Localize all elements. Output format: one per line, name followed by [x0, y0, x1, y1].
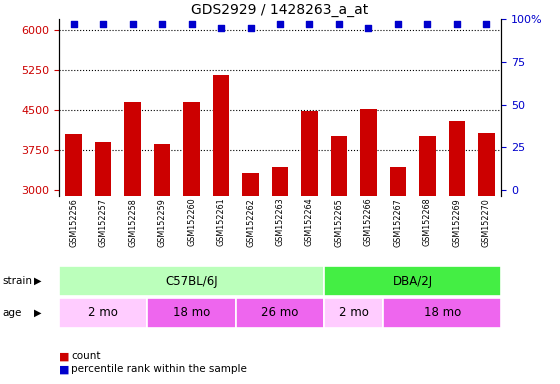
Bar	[59, 266, 324, 296]
Bar	[324, 298, 383, 328]
Text: GSM152270: GSM152270	[482, 198, 491, 247]
Text: percentile rank within the sample: percentile rank within the sample	[71, 364, 247, 374]
Point	[217, 25, 226, 31]
Point	[69, 21, 78, 27]
Bar	[449, 121, 465, 351]
Point	[128, 21, 137, 27]
Bar	[390, 167, 406, 351]
Text: DBA/2J: DBA/2J	[393, 275, 433, 288]
Point	[364, 25, 373, 31]
Bar	[478, 133, 494, 351]
Text: GSM152268: GSM152268	[423, 198, 432, 247]
Bar	[272, 167, 288, 351]
Text: GSM152261: GSM152261	[217, 198, 226, 247]
Bar	[383, 298, 501, 328]
Text: GSM152256: GSM152256	[69, 198, 78, 247]
Text: GSM152266: GSM152266	[364, 198, 373, 247]
Text: age: age	[3, 308, 22, 318]
Point	[99, 21, 108, 27]
Text: ▶: ▶	[34, 308, 42, 318]
Text: GSM152259: GSM152259	[157, 198, 166, 247]
Point	[423, 21, 432, 27]
Bar	[419, 136, 436, 351]
Bar	[184, 102, 199, 351]
Bar	[154, 144, 170, 351]
Text: 18 mo: 18 mo	[423, 306, 461, 319]
Text: GSM152258: GSM152258	[128, 198, 137, 247]
Bar	[59, 298, 147, 328]
Bar	[242, 173, 259, 351]
Bar	[324, 266, 501, 296]
Bar	[213, 75, 229, 351]
Text: GSM152262: GSM152262	[246, 198, 255, 247]
Point	[246, 25, 255, 31]
Bar	[124, 102, 141, 351]
Bar	[95, 142, 111, 351]
Text: GSM152260: GSM152260	[187, 198, 196, 247]
Text: C57BL/6J: C57BL/6J	[165, 275, 218, 288]
Text: GSM152264: GSM152264	[305, 198, 314, 247]
Point	[157, 21, 166, 27]
Bar	[361, 109, 376, 351]
Bar	[147, 298, 236, 328]
Text: GSM152269: GSM152269	[452, 198, 461, 247]
Text: 18 mo: 18 mo	[173, 306, 210, 319]
Text: GSM152257: GSM152257	[99, 198, 108, 247]
Text: GSM152267: GSM152267	[394, 198, 403, 247]
Text: count: count	[71, 351, 101, 361]
Text: ■: ■	[59, 351, 69, 361]
Bar	[331, 136, 347, 351]
Text: GSM152263: GSM152263	[276, 198, 284, 247]
Point	[187, 21, 196, 27]
Text: 26 mo: 26 mo	[262, 306, 298, 319]
Text: strain: strain	[3, 276, 33, 286]
Text: ▶: ▶	[34, 276, 42, 286]
Point	[452, 21, 461, 27]
Bar	[301, 111, 318, 351]
Point	[276, 21, 284, 27]
Text: 2 mo: 2 mo	[339, 306, 368, 319]
Point	[482, 21, 491, 27]
Bar	[236, 298, 324, 328]
Bar	[66, 134, 82, 351]
Point	[305, 21, 314, 27]
Point	[394, 21, 403, 27]
Point	[334, 21, 343, 27]
Text: GSM152265: GSM152265	[334, 198, 343, 247]
Text: 2 mo: 2 mo	[88, 306, 118, 319]
Text: ■: ■	[59, 364, 69, 374]
Title: GDS2929 / 1428263_a_at: GDS2929 / 1428263_a_at	[192, 3, 368, 17]
